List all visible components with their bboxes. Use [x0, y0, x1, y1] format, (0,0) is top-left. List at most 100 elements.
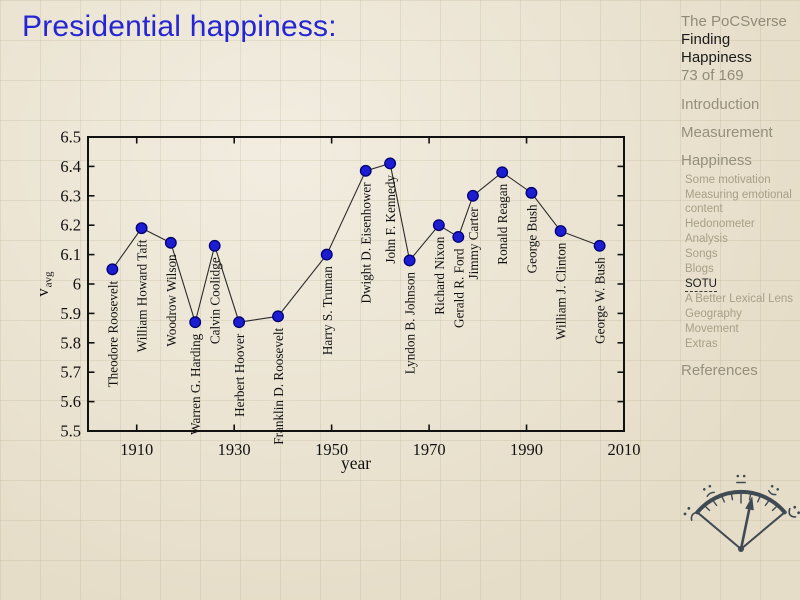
- gauge-face-very-sad: [683, 506, 698, 521]
- president-label: George Bush: [524, 204, 539, 273]
- data-point-marker: [496, 166, 509, 179]
- x-tick-label: 2010: [608, 440, 641, 459]
- sidebar-item-label: Measurement: [681, 124, 773, 141]
- y-tick-label: 6.1: [60, 245, 81, 264]
- sidebar-item-label: References: [681, 362, 758, 379]
- sidebar-nav: Introduction Measurement Happiness Some mot…: [681, 96, 799, 379]
- sidebar-item-some-motivation[interactable]: Some motivation: [681, 174, 799, 188]
- y-tick-label: 6.5: [60, 128, 81, 147]
- sidebar-item-songs[interactable]: Songs: [681, 248, 799, 262]
- sidebar-item-measurement[interactable]: Measurement: [681, 124, 799, 141]
- sidebar-item-label: Some motivation: [685, 174, 771, 186]
- gauge-face-happy: [768, 484, 780, 496]
- data-point-marker: [403, 254, 416, 267]
- president-label: Richard Nixon: [432, 236, 447, 314]
- president-label: Jimmy Carter: [466, 207, 481, 280]
- sidebar-item-extras[interactable]: Extras: [681, 338, 799, 352]
- president-label: John F. Kennedy: [383, 175, 398, 264]
- sidebar: The PoCSverse Finding Happiness 73 of 16…: [681, 12, 799, 384]
- sidebar-item-label: Geography: [685, 307, 742, 320]
- slide-title: Presidential happiness:: [22, 10, 337, 43]
- president-label: Ronald Reagan: [495, 183, 510, 264]
- data-point-marker: [106, 263, 119, 276]
- president-label: Dwight D. Eisenhower: [359, 182, 374, 304]
- y-axis-label: vavg: [33, 271, 55, 297]
- sidebar-item-geography[interactable]: Geography: [681, 308, 799, 322]
- data-point-marker: [320, 248, 333, 261]
- data-point-marker: [593, 239, 606, 252]
- y-tick-label: 6.2: [60, 216, 81, 235]
- sidebar-item-sotu[interactable]: SOTU: [681, 277, 799, 292]
- x-tick-label: 1930: [218, 440, 251, 459]
- data-point-marker: [432, 219, 445, 232]
- president-label: William J. Clinton: [554, 242, 569, 340]
- y-tick-label: 6: [73, 275, 81, 294]
- data-point-marker: [384, 157, 397, 170]
- sidebar-item-introduction[interactable]: Introduction: [681, 96, 799, 113]
- data-point-marker: [554, 225, 567, 238]
- y-tick-label: 5.8: [60, 333, 81, 352]
- x-axis-label: year: [341, 453, 371, 473]
- gauge-face-very-happy: [788, 505, 800, 518]
- sidebar-item-label: Introduction: [681, 96, 760, 113]
- gauge-ticks: [704, 492, 778, 512]
- data-point-marker: [189, 316, 202, 329]
- sidebar-item-blogs[interactable]: Blogs: [681, 263, 799, 277]
- data-point-marker: [452, 231, 465, 243]
- gauge-face-neutral: [736, 474, 746, 484]
- sidebar-item-label: A Better Lexical Lens: [685, 292, 794, 305]
- x-tick-label: 1910: [120, 440, 153, 459]
- data-line: [111, 162, 600, 325]
- sidebar-item-hedonometer[interactable]: Hedonometer: [681, 218, 799, 232]
- president-label: Herbert Hoover: [232, 333, 247, 417]
- y-tick-label: 5.6: [60, 392, 81, 411]
- sidebar-item-references[interactable]: References: [681, 362, 799, 379]
- data-point-marker: [525, 186, 538, 199]
- data-point-marker: [233, 316, 246, 329]
- data-point-marker: [272, 310, 284, 323]
- sidebar-item-label: Songs: [685, 247, 718, 260]
- x-tick-label: 1990: [510, 440, 543, 459]
- deck-brand: The PoCSverse: [681, 13, 787, 30]
- y-tick-label: 5.5: [60, 422, 81, 441]
- slide-number: 73 of 169: [681, 67, 744, 84]
- president-label: Franklin D. Roosevelt: [271, 328, 286, 445]
- y-tick-label: 6.4: [60, 157, 81, 176]
- data-point-marker: [135, 222, 148, 235]
- sidebar-item-analysis[interactable]: Analysis: [681, 233, 799, 247]
- sidebar-item-label: Blogs: [685, 262, 714, 275]
- sidebar-item-label: Hedonometer: [685, 217, 755, 230]
- hedonometer-gauge-icon: [683, 474, 800, 552]
- sidebar-item-label: Measuring emotional content: [685, 189, 792, 215]
- sidebar-item-label: Analysis: [685, 232, 728, 245]
- data-point-marker: [208, 239, 221, 252]
- president-label: Theodore Roosevelt: [105, 280, 120, 387]
- president-label: Woodrow Wilson: [164, 254, 179, 347]
- sidebar-item-label: SOTU: [685, 277, 717, 292]
- sidebar-item-a-better-lexical-lens[interactable]: A Better Lexical Lens: [681, 293, 799, 307]
- president-label: Gerald R. Ford: [451, 248, 466, 328]
- y-tick-label: 6.3: [60, 186, 81, 205]
- sidebar-item-happiness[interactable]: Happiness: [681, 152, 799, 169]
- president-label: Harry S. Truman: [320, 266, 335, 355]
- x-tick-label: 1950: [315, 440, 348, 459]
- president-label: Calvin Coolidge: [208, 257, 223, 344]
- sidebar-item-label: Happiness: [681, 152, 752, 169]
- deck-title: Finding Happiness: [681, 31, 752, 66]
- sidebar-item-label: Extras: [685, 337, 718, 350]
- sidebar-item-movement[interactable]: Movement: [681, 323, 799, 337]
- y-tick-label: 5.7: [60, 363, 81, 382]
- data-point-marker: [359, 164, 372, 177]
- sidebar-item-label: Movement: [685, 322, 739, 335]
- happiness-chart: 1910 1930 1950 1970 1990 2010 5.5 5.6 5.7 5.8 5.9 6…: [33, 128, 641, 474]
- president-label: William Howard Taft: [135, 239, 150, 352]
- gauge-face-sad: [702, 484, 715, 498]
- y-tick-label: 5.9: [60, 304, 81, 323]
- data-point-marker: [164, 236, 177, 249]
- president-label: Lyndon B. Johnson: [403, 272, 418, 375]
- president-label: Warren G. Harding: [188, 333, 203, 435]
- x-tick-label: 1970: [413, 440, 446, 459]
- president-label: George W. Bush: [593, 257, 608, 344]
- sidebar-item-measuring-emotional-content[interactable]: Measuring emotional content: [681, 189, 799, 216]
